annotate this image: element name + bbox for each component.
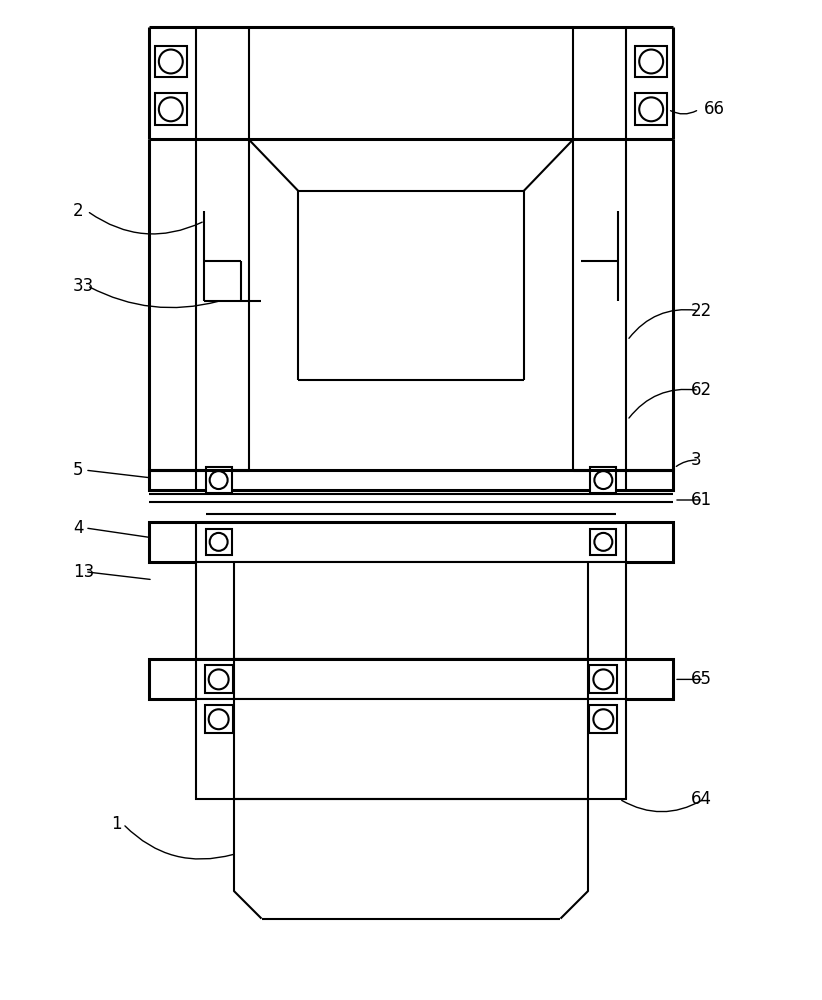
Text: 62: 62 — [691, 381, 712, 399]
Text: 66: 66 — [704, 100, 725, 118]
Bar — [155, 46, 187, 77]
Text: 65: 65 — [691, 670, 712, 688]
Text: 33: 33 — [73, 277, 95, 295]
Bar — [635, 93, 667, 125]
Bar — [590, 467, 616, 493]
Bar — [590, 529, 616, 555]
Bar — [589, 705, 617, 733]
Bar — [149, 659, 673, 699]
Text: 22: 22 — [691, 302, 713, 320]
Bar — [589, 665, 617, 693]
Text: 4: 4 — [73, 519, 84, 537]
Bar — [206, 467, 232, 493]
Bar — [205, 705, 233, 733]
Bar — [205, 665, 233, 693]
Bar — [635, 46, 667, 77]
Text: 5: 5 — [73, 461, 84, 479]
Text: 3: 3 — [691, 451, 702, 469]
Text: 1: 1 — [111, 815, 122, 833]
Bar — [149, 470, 673, 490]
Bar — [155, 93, 187, 125]
Bar — [149, 522, 673, 562]
Bar — [196, 699, 626, 799]
Text: 61: 61 — [691, 491, 712, 509]
Bar — [206, 529, 232, 555]
Text: 64: 64 — [691, 790, 712, 808]
Text: 2: 2 — [73, 202, 84, 220]
Text: 13: 13 — [73, 563, 95, 581]
Bar — [196, 562, 626, 659]
